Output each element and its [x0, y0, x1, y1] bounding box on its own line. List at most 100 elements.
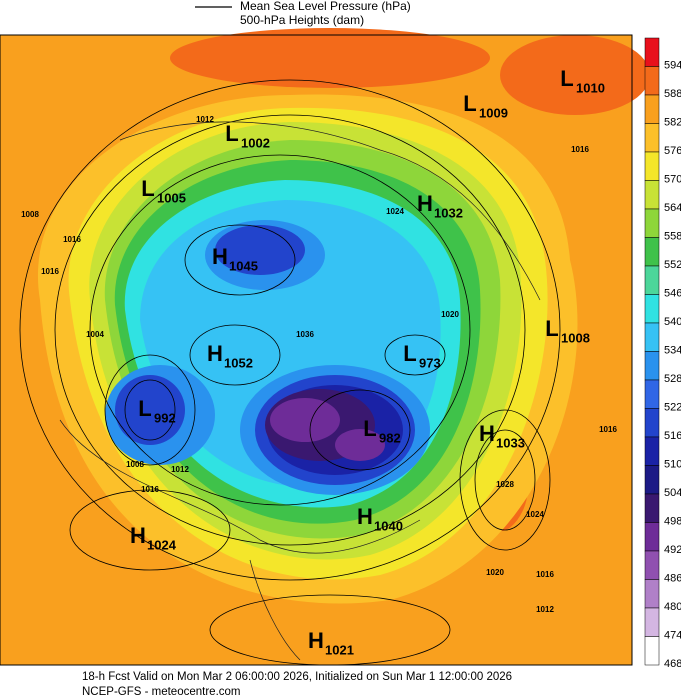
center-letter: L	[225, 121, 238, 146]
colorbar-label: 486	[664, 572, 681, 584]
center-value: 973	[419, 355, 441, 370]
colorbar-band	[644, 151, 660, 181]
colorbar-label: 570	[664, 173, 681, 185]
colorbar-band	[644, 322, 660, 352]
center-value: 1021	[325, 642, 354, 657]
center-letter: L	[138, 396, 151, 421]
center-value: 1052	[224, 355, 253, 370]
colorbar-band	[644, 351, 660, 381]
colorbar-label: 468	[664, 658, 681, 670]
isobar-label: 1008	[126, 460, 144, 469]
colorbar-band	[644, 379, 660, 409]
colorbar-band	[644, 294, 660, 324]
colorbar-label: 492	[664, 544, 681, 556]
center-letter: L	[463, 91, 476, 116]
isobar-label: 1024	[386, 207, 404, 216]
colorbar-band	[644, 37, 660, 67]
colorbar-label: 498	[664, 515, 681, 527]
center-value: 1009	[479, 105, 508, 120]
center-value: 982	[379, 430, 401, 445]
isobars	[19, 79, 561, 666]
colorbar-label: 546	[664, 287, 681, 299]
center-value: 1010	[576, 80, 605, 95]
isobar-label: 1012	[171, 465, 189, 474]
colorbar-band	[644, 408, 660, 438]
colorbar-band	[644, 522, 660, 552]
colorbar-label: 510	[664, 458, 681, 470]
center-value: 1032	[434, 205, 463, 220]
colorbar-label: 576	[664, 145, 681, 157]
isobar-label: 1036	[296, 330, 314, 339]
colorbar-label: 558	[664, 230, 681, 242]
colorbar-label: 564	[664, 202, 681, 214]
isobar-label: 1024	[526, 510, 544, 519]
isobar-label: 1016	[599, 425, 617, 434]
isobar-label: 1004	[86, 330, 104, 339]
center-value: 1024	[147, 537, 177, 552]
center-letter: H	[212, 244, 228, 269]
colorbar-band	[644, 180, 660, 210]
colorbar-band	[644, 237, 660, 267]
colorbar-label: 588	[664, 88, 681, 100]
center-letter: L	[141, 176, 154, 201]
isobar-label: 1016	[536, 570, 554, 579]
colorbar-label: 480	[664, 601, 681, 613]
colorbar-band	[644, 579, 660, 609]
center-letter: H	[417, 191, 433, 216]
colorbar-band	[644, 636, 660, 666]
center-value: 1033	[496, 435, 525, 450]
colorbar-label: 528	[664, 373, 681, 385]
colorbar-band	[644, 436, 660, 466]
legend-mslp: Mean Sea Level Pressure (hPa)	[240, 0, 411, 13]
footer-valid: 18-h Fcst Valid on Mon Mar 2 06:00:00 20…	[82, 671, 512, 683]
center-letter: L	[403, 341, 416, 366]
colorbar-band	[644, 66, 660, 96]
isobar-label: 1016	[141, 485, 159, 494]
isobar-label: 1008	[21, 210, 39, 219]
center-value: 992	[154, 410, 176, 425]
colorbar-label: 474	[664, 629, 681, 641]
footer-source: NCEP-GFS - meteocentre.com	[82, 686, 240, 698]
colorbar-label: 522	[664, 401, 681, 413]
map-frame	[0, 34, 633, 666]
center-letter: H	[357, 504, 373, 529]
center-letter: L	[545, 316, 558, 341]
center-letter: H	[479, 421, 495, 446]
isobar-label: 1016	[41, 267, 59, 276]
isobar-label: 1012	[536, 605, 554, 614]
center-letter: H	[308, 628, 324, 653]
colorbar-band	[644, 607, 660, 637]
isobar-label: 1020	[441, 310, 459, 319]
legend-heights: 500-hPa Heights (dam)	[240, 13, 364, 27]
center-value: 1045	[229, 258, 258, 273]
colorbar-label: 582	[664, 116, 681, 128]
isobar-label: 1016	[63, 235, 81, 244]
center-letter: L	[363, 416, 376, 441]
center-value: 1040	[374, 518, 403, 533]
colorbar-band	[644, 550, 660, 580]
isobar-label: 1028	[496, 480, 514, 489]
colorbar-label: 594	[664, 59, 681, 71]
center-letter: H	[207, 341, 223, 366]
colorbar-label: 504	[664, 487, 681, 499]
colorbar-band	[644, 208, 660, 238]
colorbar-label: 552	[664, 259, 681, 271]
colorbar-band	[644, 123, 660, 153]
colorbar-band	[644, 94, 660, 124]
colorbar-label: 540	[664, 316, 681, 328]
isobar-label: 1016	[571, 145, 589, 154]
isobar-label: 1020	[486, 568, 504, 577]
colorbar-label: 534	[664, 344, 681, 356]
colorbar-band	[644, 493, 660, 523]
center-letter: H	[130, 523, 146, 548]
colorbar-label: 516	[664, 430, 681, 442]
colorbar-band	[644, 265, 660, 295]
colorbar-band	[644, 465, 660, 495]
isobar-label: 1012	[196, 115, 214, 124]
center-value: 1005	[157, 190, 186, 205]
center-value: 1008	[561, 330, 590, 345]
center-letter: L	[560, 66, 573, 91]
center-value: 1002	[241, 135, 270, 150]
